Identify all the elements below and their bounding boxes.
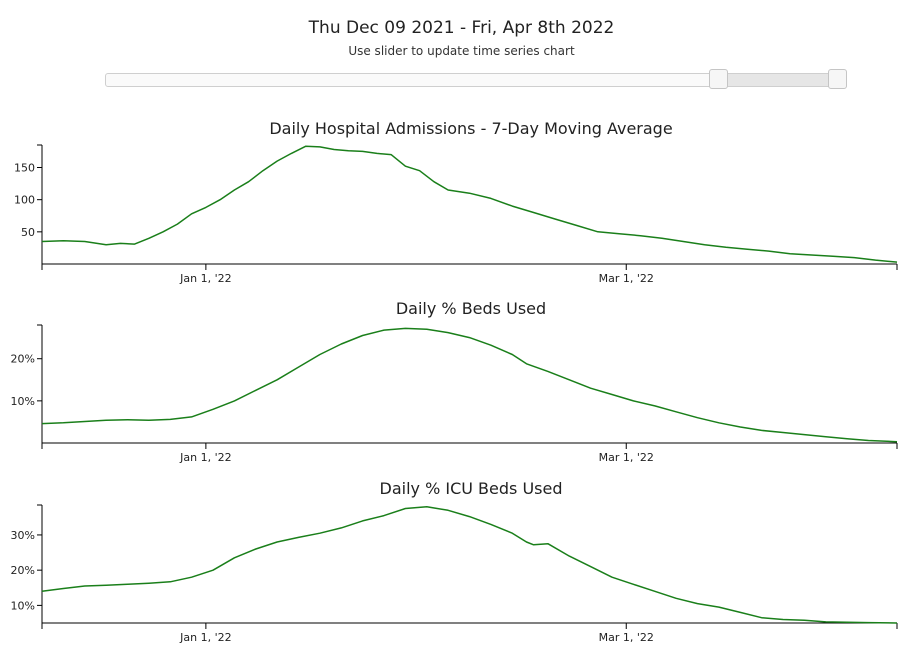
y-tick-label: 20% [11,564,35,577]
y-tick-label: 10% [11,599,35,612]
slider-selected-range[interactable] [718,73,838,87]
date-range-slider[interactable] [105,69,848,89]
chart-2: Daily % Beds Used 10% 20% Jan 1, '22 Mar 1, … [11,299,898,464]
slider-end-handle[interactable] [828,69,848,89]
header: Thu Dec 09 2021 - Fri, Apr 8th 2022 Use … [0,18,923,58]
series-line [41,506,898,624]
slider-instruction: Use slider to update time series chart [348,44,575,58]
y-tick-label: 150 [14,162,35,175]
slider-start-handle[interactable] [708,69,728,89]
y-tick-label: 50 [21,226,35,239]
chart-title: Daily % Beds Used [396,299,546,318]
y-tick-label: 100 [14,194,35,207]
x-tick-label: Mar 1, '22 [599,272,654,285]
chart-1: Daily Hospital Admissions - 7-Day Moving… [14,119,898,285]
x-tick-label: Jan 1, '22 [179,631,231,644]
y-tick-label: 10% [11,395,35,408]
date-range-title: Thu Dec 09 2021 - Fri, Apr 8th 2022 [308,18,615,38]
x-tick-label: Jan 1, '22 [179,272,231,285]
x-tick-label: Jan 1, '22 [179,451,231,464]
y-tick-label: 30% [11,529,35,542]
series-line [41,145,898,263]
chart-title: Daily % ICU Beds Used [380,479,563,498]
x-tick-label: Mar 1, '22 [599,451,654,464]
chart-3: Daily % ICU Beds Used 10% 20% 30% Jan 1, '22… [11,479,898,644]
y-tick-label: 20% [11,353,35,366]
series-line [41,327,898,443]
x-tick-label: Mar 1, '22 [599,631,654,644]
chart-title: Daily Hospital Admissions - 7-Day Moving… [269,119,672,138]
